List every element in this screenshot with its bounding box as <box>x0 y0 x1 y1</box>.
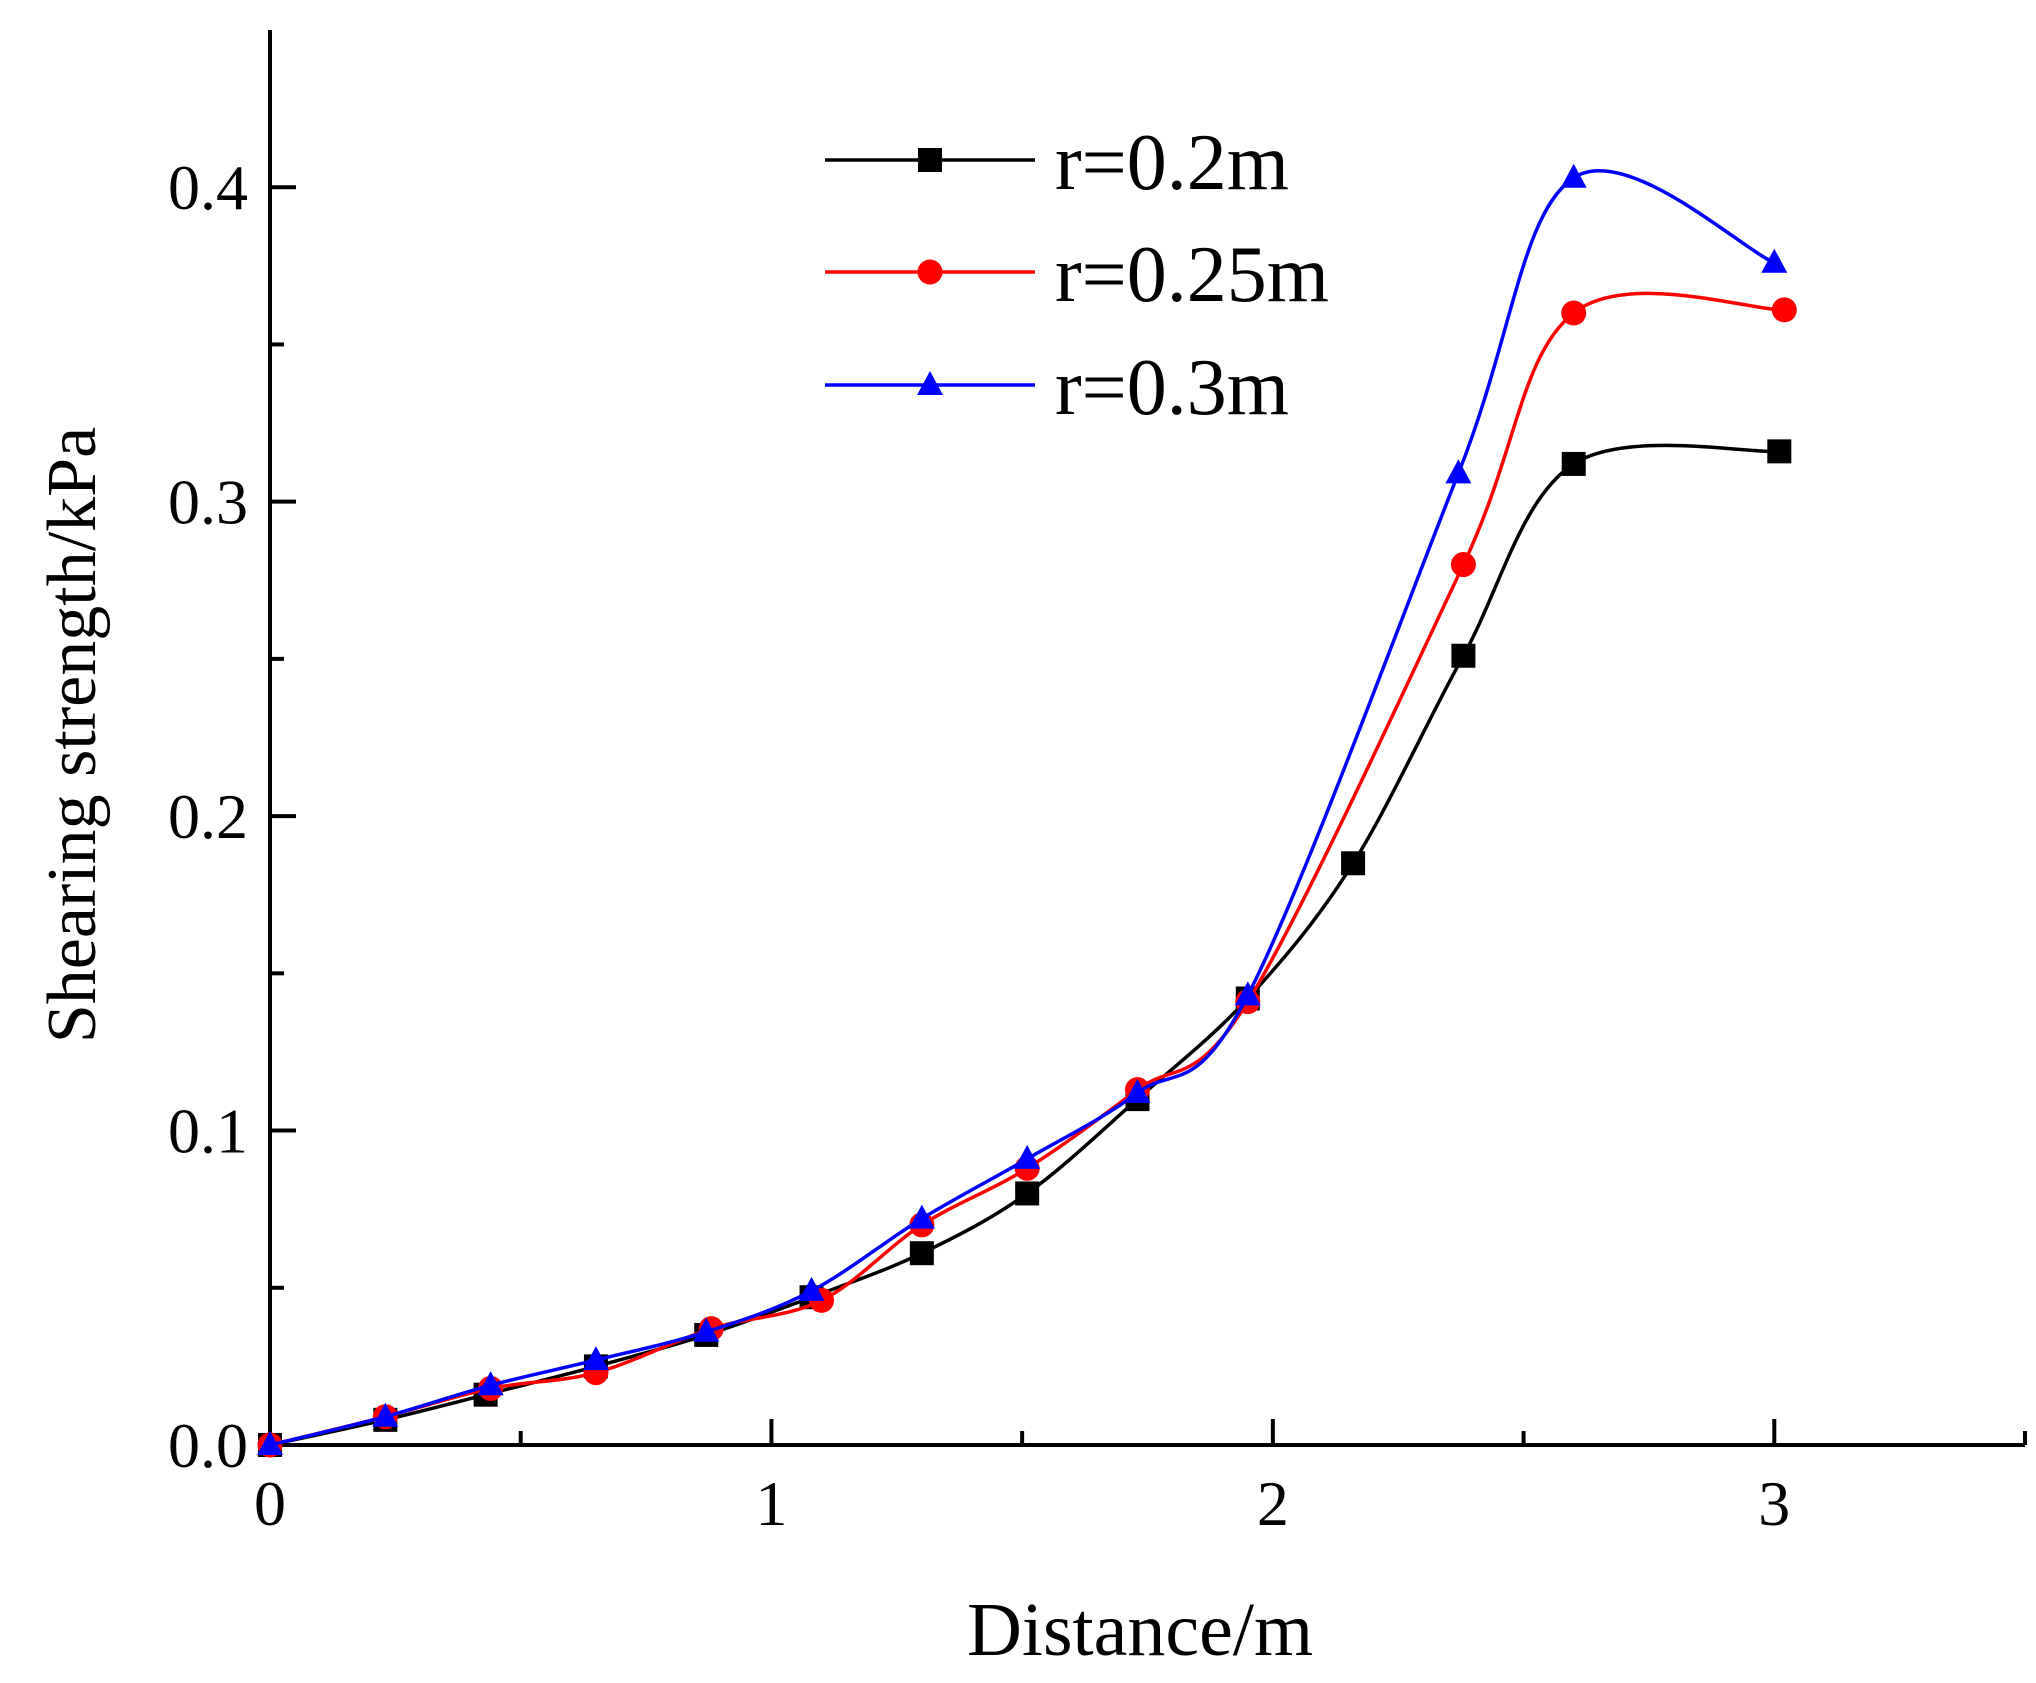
legend-item: r=0.2m <box>825 119 1289 207</box>
data-point <box>1014 1144 1041 1169</box>
data-point <box>1450 552 1476 578</box>
x-tick-label: 0 <box>254 1468 286 1539</box>
data-point <box>909 1241 934 1266</box>
x-axis-label: Distance/m <box>967 1588 1313 1672</box>
data-point <box>693 1317 720 1342</box>
y-tick-label: 0.2 <box>168 781 248 852</box>
data-point <box>1771 297 1797 323</box>
legend: r=0.2m r=0.25m r=0.3m <box>825 119 1329 432</box>
y-tick-label: 0.0 <box>168 1410 248 1481</box>
data-point <box>1234 981 1261 1006</box>
data-point <box>1341 851 1366 876</box>
data-point <box>1451 643 1476 668</box>
data-point <box>1560 163 1587 188</box>
legend-swatch-marker <box>917 371 943 395</box>
data-point <box>1561 451 1586 476</box>
x-tick-label: 3 <box>1758 1468 1790 1539</box>
legend-swatch-marker <box>917 259 943 285</box>
data-point <box>257 1431 283 1455</box>
axes: 0 1 2 3 0.0 0.1 0.2 0.3 0.4 <box>168 30 2027 1539</box>
data-point <box>582 1346 609 1371</box>
data-point <box>477 1371 504 1396</box>
series-line <box>269 169 1775 1447</box>
legend-item: r=0.3m <box>825 344 1289 432</box>
data-point <box>908 1204 935 1229</box>
y-axis-label: Shearing strength/kPa <box>34 427 111 1043</box>
legend-label: r=0.25m <box>1055 231 1329 319</box>
series-layer <box>257 163 1797 1458</box>
legend-label: r=0.2m <box>1055 119 1289 207</box>
y-tick-label: 0.3 <box>168 467 248 538</box>
series-line <box>269 291 1785 1447</box>
series-1 <box>258 439 1792 1457</box>
data-point <box>1561 300 1587 326</box>
data-point <box>372 1402 399 1427</box>
data-point <box>1445 459 1472 484</box>
legend-item: r=0.25m <box>825 231 1329 319</box>
data-point <box>1761 248 1788 273</box>
series-line <box>269 443 1780 1447</box>
data-point <box>1015 1181 1040 1206</box>
y-tick-label: 0.1 <box>168 1096 248 1167</box>
x-tick-label: 2 <box>1257 1468 1289 1539</box>
legend-swatch-marker <box>918 148 942 172</box>
y-tick-label: 0.4 <box>168 152 248 223</box>
data-point <box>1767 439 1792 464</box>
legend-label: r=0.3m <box>1055 344 1289 432</box>
data-point <box>798 1276 825 1301</box>
series-3 <box>257 163 1788 1455</box>
x-tick-label: 1 <box>755 1468 787 1539</box>
data-point <box>1124 1078 1151 1103</box>
